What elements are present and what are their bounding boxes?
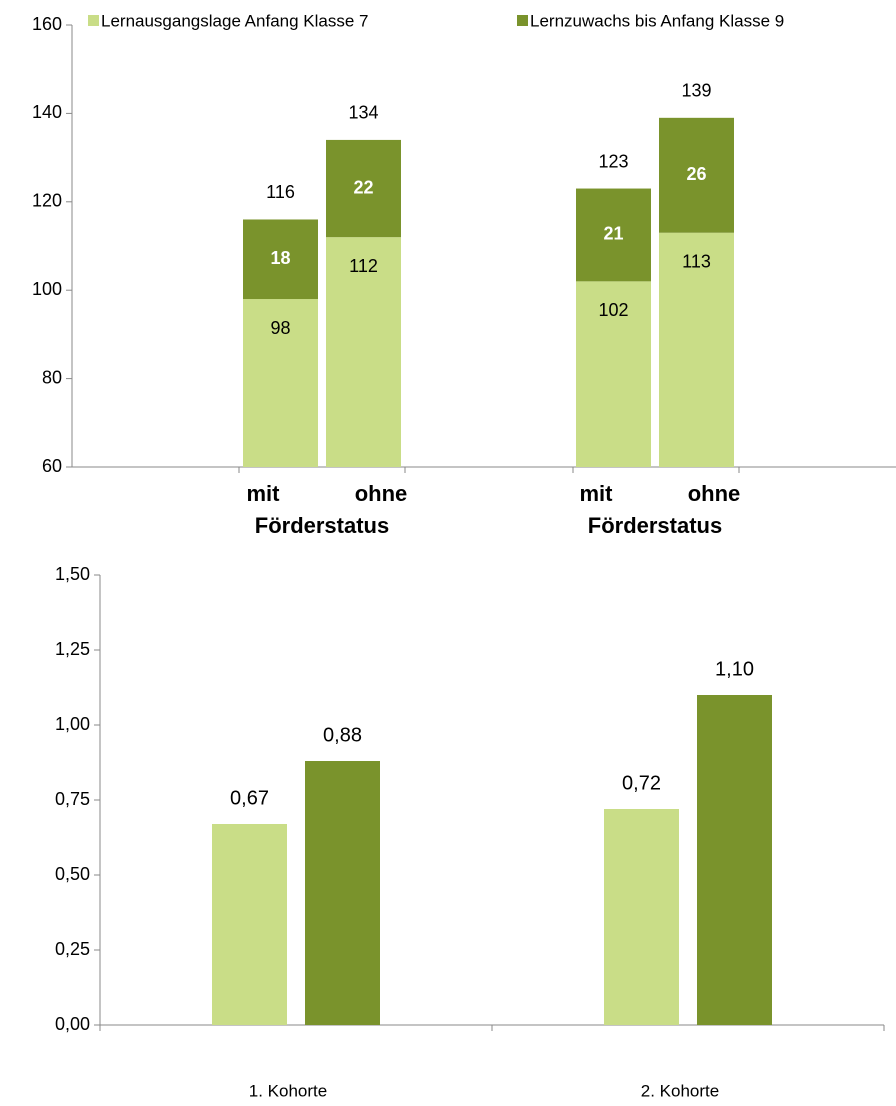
y-tick-label: 80	[42, 367, 62, 387]
value-label: 0,67	[230, 787, 269, 809]
x-tick-label: ohne	[688, 481, 741, 506]
value-label: 113	[682, 251, 711, 271]
bar	[305, 761, 380, 1025]
bar-segment	[576, 281, 651, 467]
x-tick-label: mit	[580, 481, 614, 506]
legend-swatch	[517, 15, 528, 26]
y-tick-label: 140	[32, 102, 62, 122]
total-label: 134	[348, 103, 378, 123]
y-tick-label: 0,50	[55, 864, 90, 884]
value-label: 0,72	[622, 772, 661, 794]
bar-segment	[576, 188, 651, 282]
x-tick-label: 1. Kohorte	[249, 1081, 327, 1100]
value-label: 1,10	[715, 658, 754, 680]
bar	[604, 809, 679, 1025]
x-tick-label: 2. Kohorte	[641, 1081, 719, 1100]
value-label: 22	[353, 177, 373, 197]
bar-segment	[243, 299, 318, 467]
value-label: 0,88	[323, 724, 362, 746]
value-label: 98	[270, 318, 290, 338]
bar-segment	[659, 232, 734, 467]
value-label: 21	[603, 224, 623, 244]
y-tick-label: 60	[42, 456, 62, 476]
bar-segment	[326, 139, 401, 238]
x-tick-label: ohne	[355, 481, 408, 506]
total-label: 123	[598, 151, 628, 171]
y-tick-label: 0,75	[55, 789, 90, 809]
value-label: 112	[349, 256, 378, 276]
bar	[697, 695, 772, 1025]
bar-segment	[326, 237, 401, 467]
value-label: 26	[686, 164, 706, 184]
y-tick-label: 1,50	[55, 564, 90, 584]
y-tick-label: 1,00	[55, 714, 90, 734]
value-label: 102	[598, 300, 628, 320]
y-tick-label: 120	[32, 191, 62, 211]
value-label: 18	[270, 248, 290, 268]
y-tick-label: 0,25	[55, 939, 90, 959]
y-tick-label: 160	[32, 14, 62, 34]
total-label: 139	[681, 81, 711, 101]
total-label: 116	[266, 182, 295, 202]
bar-segment	[659, 117, 734, 233]
y-tick-label: 100	[32, 279, 62, 299]
bar-segment	[243, 219, 318, 300]
bar	[212, 824, 287, 1025]
legend-swatch	[88, 15, 99, 26]
legend-label: Lernausgangslage Anfang Klasse 7	[101, 11, 368, 30]
legend-label: Lernzuwachs bis Anfang Klasse 9	[530, 11, 784, 30]
y-tick-label: 0,00	[55, 1014, 90, 1034]
x-tick-label: mit	[247, 481, 281, 506]
group-label: Förderstatus	[255, 513, 389, 538]
group-label: Förderstatus	[588, 513, 722, 538]
y-tick-label: 1,25	[55, 639, 90, 659]
